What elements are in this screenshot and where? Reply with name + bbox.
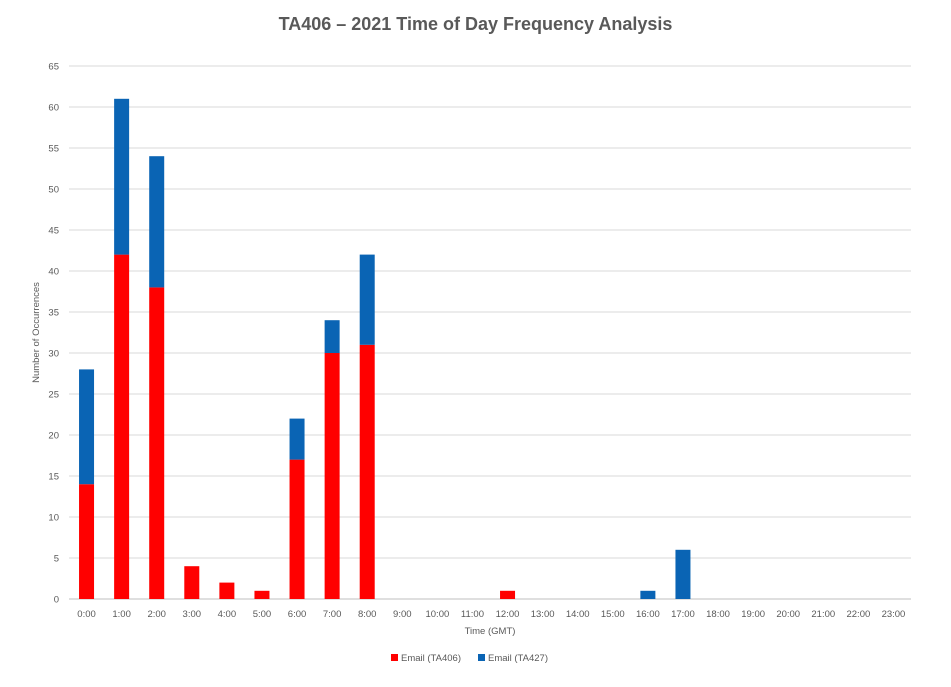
x-tick-label: 11:00 bbox=[461, 609, 484, 620]
x-axis-label: Time (GMT) bbox=[465, 626, 516, 637]
x-tick-label: 7:00 bbox=[323, 609, 342, 620]
x-tick-label: 4:00 bbox=[218, 609, 237, 620]
x-tick-label: 13:00 bbox=[531, 609, 555, 620]
y-tick-label: 45 bbox=[48, 226, 59, 237]
y-tick-label: 40 bbox=[48, 267, 59, 278]
bar bbox=[79, 369, 95, 485]
bar bbox=[324, 353, 340, 599]
y-tick-label: 55 bbox=[48, 144, 59, 155]
x-tick-label: 19:00 bbox=[741, 609, 765, 620]
x-tick-label: 0:00 bbox=[77, 609, 96, 620]
bar bbox=[254, 590, 270, 599]
x-tick-label: 23:00 bbox=[882, 609, 906, 620]
x-tick-label: 17:00 bbox=[671, 609, 695, 620]
bar bbox=[359, 254, 375, 345]
x-tick-label: 15:00 bbox=[601, 609, 625, 620]
x-tick-label: 6:00 bbox=[288, 609, 307, 620]
legend-swatch bbox=[391, 654, 398, 661]
legend-swatch bbox=[478, 654, 485, 661]
bar bbox=[184, 566, 200, 599]
y-tick-label: 10 bbox=[48, 513, 59, 524]
x-tick-label: 22:00 bbox=[846, 609, 870, 620]
x-tick-label: 8:00 bbox=[358, 609, 377, 620]
bar bbox=[500, 590, 516, 599]
bar bbox=[289, 418, 305, 460]
y-tick-label: 5 bbox=[54, 554, 59, 565]
x-axis-ticks: 0:00 1:00 2:00 3:00 4:00 5:00 6:00 7:00 8:00 9:00… bbox=[77, 609, 905, 620]
y-tick-label: 65 bbox=[48, 62, 59, 73]
y-axis-ticks: 0 5 10 15 20 25 30 35 40 45 50 55 60 65 bbox=[48, 62, 59, 606]
x-tick-label: 10:00 bbox=[425, 609, 449, 620]
x-tick-label: 16:00 bbox=[636, 609, 660, 620]
y-tick-label: 25 bbox=[48, 390, 59, 401]
y-tick-label: 20 bbox=[48, 431, 59, 442]
chart-title: TA406 – 2021 Time of Day Frequency Analy… bbox=[278, 14, 673, 34]
x-tick-label: 18:00 bbox=[706, 609, 730, 620]
y-tick-label: 60 bbox=[48, 103, 59, 114]
bar bbox=[114, 98, 130, 255]
x-tick-label: 5:00 bbox=[253, 609, 272, 620]
bar bbox=[219, 582, 235, 599]
gridlines bbox=[69, 65, 911, 600]
x-tick-label: 12:00 bbox=[496, 609, 520, 620]
y-tick-label: 35 bbox=[48, 308, 59, 319]
bars bbox=[79, 98, 691, 599]
bar bbox=[149, 156, 165, 288]
bar bbox=[289, 459, 305, 599]
x-tick-label: 1:00 bbox=[112, 609, 131, 620]
bar bbox=[114, 254, 130, 599]
y-tick-label: 50 bbox=[48, 185, 59, 196]
y-tick-label: 15 bbox=[48, 472, 59, 483]
bar bbox=[324, 320, 340, 353]
x-tick-label: 2:00 bbox=[147, 609, 166, 620]
y-tick-label: 0 bbox=[54, 595, 59, 606]
y-axis-label: Number of Occurrences bbox=[31, 282, 42, 383]
x-tick-label: 14:00 bbox=[566, 609, 590, 620]
y-tick-label: 30 bbox=[48, 349, 59, 360]
bar bbox=[79, 484, 95, 599]
x-tick-label: 21:00 bbox=[811, 609, 835, 620]
x-tick-label: 20:00 bbox=[776, 609, 800, 620]
x-tick-label: 9:00 bbox=[393, 609, 412, 620]
bar bbox=[149, 287, 165, 599]
legend: Email (TA406) Email (TA427) bbox=[391, 653, 548, 664]
bar bbox=[675, 549, 691, 599]
bar bbox=[640, 590, 656, 599]
legend-label: Email (TA427) bbox=[488, 653, 548, 664]
x-tick-label: 3:00 bbox=[183, 609, 202, 620]
legend-label: Email (TA406) bbox=[401, 653, 461, 664]
bar bbox=[359, 344, 375, 599]
